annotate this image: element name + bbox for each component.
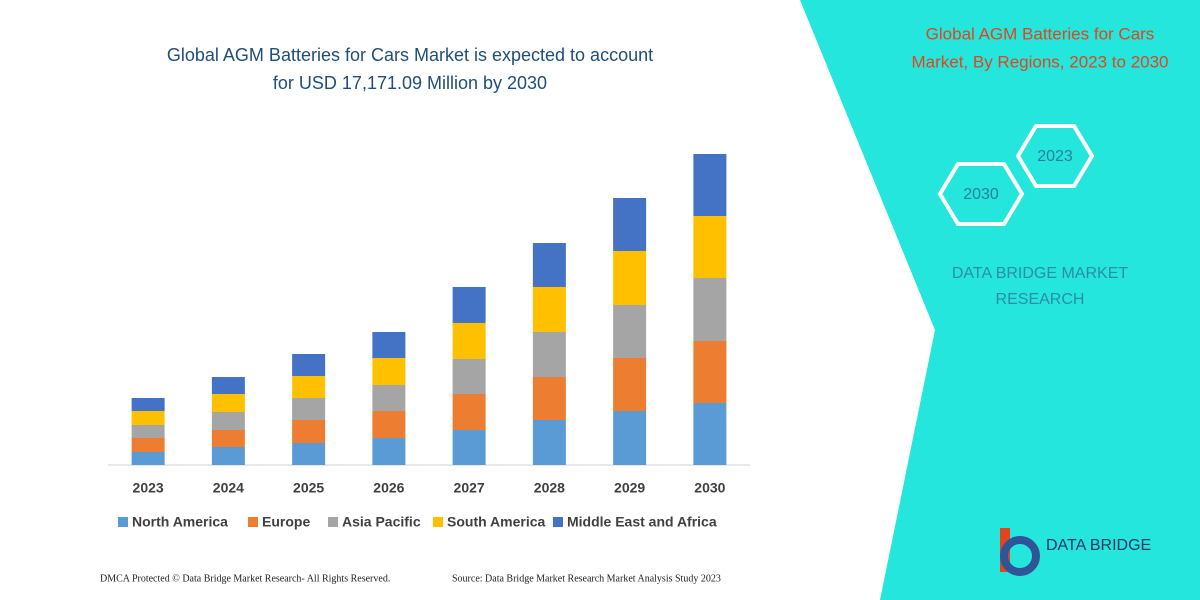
bar-segment	[613, 198, 647, 251]
bar-segment	[372, 358, 406, 385]
hexagon-label: 2023	[1037, 148, 1073, 165]
legend-label: South America	[447, 514, 545, 530]
bar-segment	[131, 425, 165, 438]
legend-label: Europe	[262, 514, 310, 530]
bar-segment	[532, 332, 566, 377]
bar-segment	[693, 154, 727, 216]
legend-swatch	[553, 517, 563, 527]
logo: DATA BRIDGE	[1000, 528, 1151, 576]
bar-segment	[452, 359, 486, 394]
bar-segment	[452, 430, 486, 465]
bar-segment	[693, 216, 727, 278]
bar-segment	[292, 376, 326, 398]
hexagon	[1015, 124, 1095, 188]
logo-text: DATA BRIDGE	[1046, 537, 1151, 554]
bar-segment	[292, 398, 326, 420]
legend-swatch	[433, 517, 443, 527]
hexagon	[937, 162, 1025, 226]
brand-text: DATA BRIDGE MARKET	[952, 265, 1129, 282]
brand-text: RESEARCH	[996, 291, 1085, 308]
footer-text: DMCA Protected © Data Bridge Market Rese…	[100, 573, 390, 584]
bar-segment	[211, 447, 245, 465]
bar-segment	[211, 377, 245, 394]
bar-segment	[532, 287, 566, 332]
legend-label: Middle East and Africa	[567, 514, 717, 530]
x-tick-label: 2030	[694, 480, 725, 496]
x-tick-label: 2026	[373, 480, 404, 496]
panel-title: Global AGM Batteries for Cars	[926, 24, 1155, 43]
bar-segment	[131, 411, 165, 425]
bar-segment	[131, 438, 165, 452]
x-tick-label: 2027	[454, 480, 485, 496]
x-tick-label: 2029	[614, 480, 645, 496]
panel-title: Market, By Regions, 2023 to 2030	[911, 52, 1168, 71]
bar-segment	[372, 385, 406, 411]
bar-segment	[613, 358, 647, 411]
bar-segment	[452, 287, 486, 323]
legend-label: Asia Pacific	[342, 514, 421, 530]
bar-segment	[372, 411, 406, 438]
footer-text: Source: Data Bridge Market Research Mark…	[452, 573, 721, 584]
x-tick-label: 2024	[213, 480, 244, 496]
bar-segment	[372, 332, 406, 358]
bar-segment	[211, 412, 245, 430]
x-tick-label: 2023	[133, 480, 164, 496]
bar-segment	[452, 394, 486, 430]
bar-segment	[211, 394, 245, 412]
bar-segment	[532, 377, 566, 420]
bar-segment	[532, 243, 566, 287]
chart-title: Global AGM Batteries for Cars Market is …	[167, 45, 653, 65]
hexagon-label: 2030	[963, 186, 999, 203]
bar-segment	[613, 305, 647, 358]
bar-segment	[532, 420, 566, 465]
x-tick-label: 2025	[293, 480, 324, 496]
logo-mark	[1000, 536, 1040, 576]
legend-swatch	[248, 517, 258, 527]
bar-segment	[292, 443, 326, 465]
legend-label: North America	[132, 514, 228, 530]
bar-segment	[211, 430, 245, 447]
bar-segment	[613, 251, 647, 305]
bar-segment	[131, 452, 165, 465]
bar-segment	[693, 403, 727, 465]
bar-segment	[292, 354, 326, 376]
x-tick-label: 2028	[534, 480, 565, 496]
side-panel	[800, 0, 1200, 600]
bar-segment	[613, 411, 647, 465]
chart-title: for USD 17,171.09 Million by 2030	[273, 73, 547, 93]
bar-segment	[292, 420, 326, 443]
bar-segment	[693, 278, 727, 341]
bar-segment	[372, 438, 406, 465]
bar-segment	[131, 398, 165, 411]
legend-swatch	[328, 517, 338, 527]
bar-segment	[693, 341, 727, 403]
bar-segment	[452, 323, 486, 359]
legend-swatch	[118, 517, 128, 527]
